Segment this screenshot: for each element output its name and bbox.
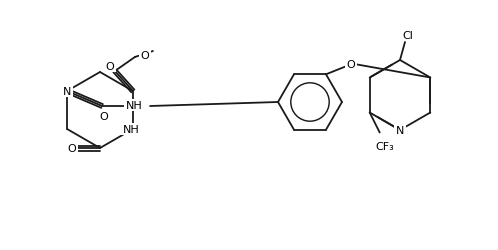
Text: NH: NH [123,124,139,134]
Text: NH: NH [125,100,142,110]
Text: O: O [140,51,149,61]
Text: O: O [347,60,356,70]
Text: O: O [106,62,114,72]
Text: O: O [68,144,76,154]
Text: N: N [396,126,404,136]
Text: N: N [63,87,71,97]
Text: O: O [100,112,109,122]
Text: CF₃: CF₃ [375,141,394,151]
Text: Cl: Cl [402,31,413,41]
